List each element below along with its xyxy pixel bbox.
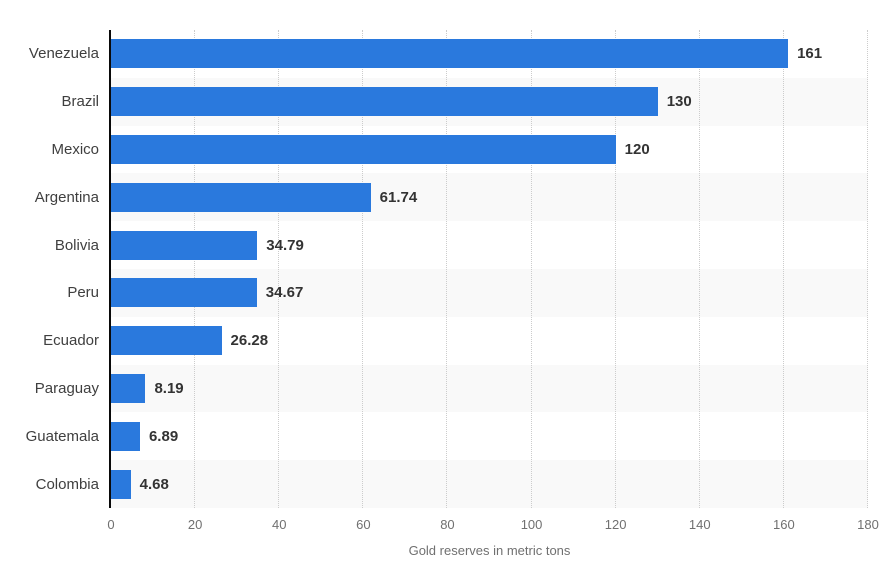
band — [111, 364, 868, 413]
bar-row: 26.28 — [111, 317, 868, 365]
x-tick-label: 0 — [107, 517, 115, 532]
x-tick-label: 160 — [773, 517, 795, 532]
bar-bolivia[interactable] — [111, 230, 258, 260]
gridline — [782, 30, 784, 508]
plot-area: 161 130 120 61.74 34.79 34.67 26.28 8.19 6.89 4.6… — [111, 30, 868, 508]
bar-value-label: 34.67 — [265, 284, 304, 302]
bar-ecuador[interactable] — [111, 326, 222, 356]
bar-argentina[interactable] — [111, 182, 371, 212]
category-label-ecuador: Ecuador — [43, 332, 99, 350]
gridline — [278, 30, 280, 508]
bar-mexico[interactable] — [111, 134, 616, 164]
bar-value-label: 34.79 — [266, 236, 304, 254]
rows-layer: 161 130 120 61.74 34.79 34.67 26.28 8.19 6.89 4.6… — [111, 30, 868, 508]
band — [111, 316, 868, 365]
band — [111, 412, 868, 461]
category-label-colombia: Colombia — [35, 475, 99, 493]
category-label-peru: Peru — [67, 284, 99, 302]
bar-value-label: 26.28 — [230, 332, 269, 350]
bar-row: 6.89 — [111, 412, 868, 460]
gridline — [698, 30, 700, 508]
bar-row: 34.67 — [111, 269, 868, 317]
bar-row: 4.68 — [111, 460, 868, 508]
x-tick-label: 180 — [857, 517, 879, 532]
gridline — [867, 30, 868, 508]
bar-value-label: 161 — [797, 45, 823, 63]
bar-row: 130 — [111, 78, 868, 126]
gridlines-layer — [111, 30, 868, 508]
x-tick-label: 140 — [688, 517, 711, 532]
bar-row: 120 — [111, 126, 868, 174]
bar-value-label: 4.68 — [139, 475, 169, 493]
category-label-venezuela: Venezuela — [28, 45, 99, 63]
x-axis-title: Gold reserves in metric tons — [408, 543, 571, 558]
bar-value-label: 8.19 — [154, 379, 184, 397]
category-label-mexico: Mexico — [51, 140, 99, 158]
category-label-guatemala: Guatemala — [25, 427, 99, 445]
x-tick-labels: 0 20 40 60 80 100 120 140 160 180 — [107, 517, 878, 533]
bar-colombia[interactable] — [111, 469, 131, 499]
gridline — [614, 30, 616, 508]
category-label-brazil: Brazil — [61, 93, 99, 111]
x-tick-label: 100 — [520, 517, 543, 532]
bar-paraguay[interactable] — [111, 373, 146, 403]
bar-row: 161 — [111, 30, 868, 78]
category-label-argentina: Argentina — [34, 188, 99, 206]
category-labels: Venezuela Brazil Mexico Argentina Bolivia Per… — [0, 30, 99, 508]
x-tick-label: 60 — [356, 517, 371, 532]
category-label-bolivia: Bolivia — [54, 236, 99, 254]
bar-value-label: 120 — [624, 140, 650, 158]
x-tick-label: 20 — [187, 517, 203, 532]
bar-guatemala[interactable] — [111, 421, 140, 451]
bar-row: 61.74 — [111, 173, 868, 221]
x-tick-label: 120 — [604, 517, 627, 532]
bar-value-label: 130 — [666, 93, 692, 111]
x-tick-label: 40 — [271, 517, 287, 532]
bar-row: 8.19 — [111, 365, 868, 413]
bar-row: 34.79 — [111, 221, 868, 269]
gridline — [446, 30, 448, 508]
band — [111, 460, 868, 508]
bar-peru[interactable] — [111, 278, 257, 308]
axis-line — [109, 30, 111, 508]
x-tick-label: 80 — [440, 517, 455, 532]
bar-value-label: 6.89 — [148, 427, 179, 445]
bar-value-label: 61.74 — [379, 188, 418, 206]
category-label-paraguay: Paraguay — [34, 379, 99, 397]
gridline — [362, 30, 364, 508]
bar-venezuela[interactable] — [111, 39, 789, 69]
gridline — [530, 30, 532, 508]
gridline — [194, 30, 196, 508]
bar-brazil[interactable] — [111, 87, 658, 117]
